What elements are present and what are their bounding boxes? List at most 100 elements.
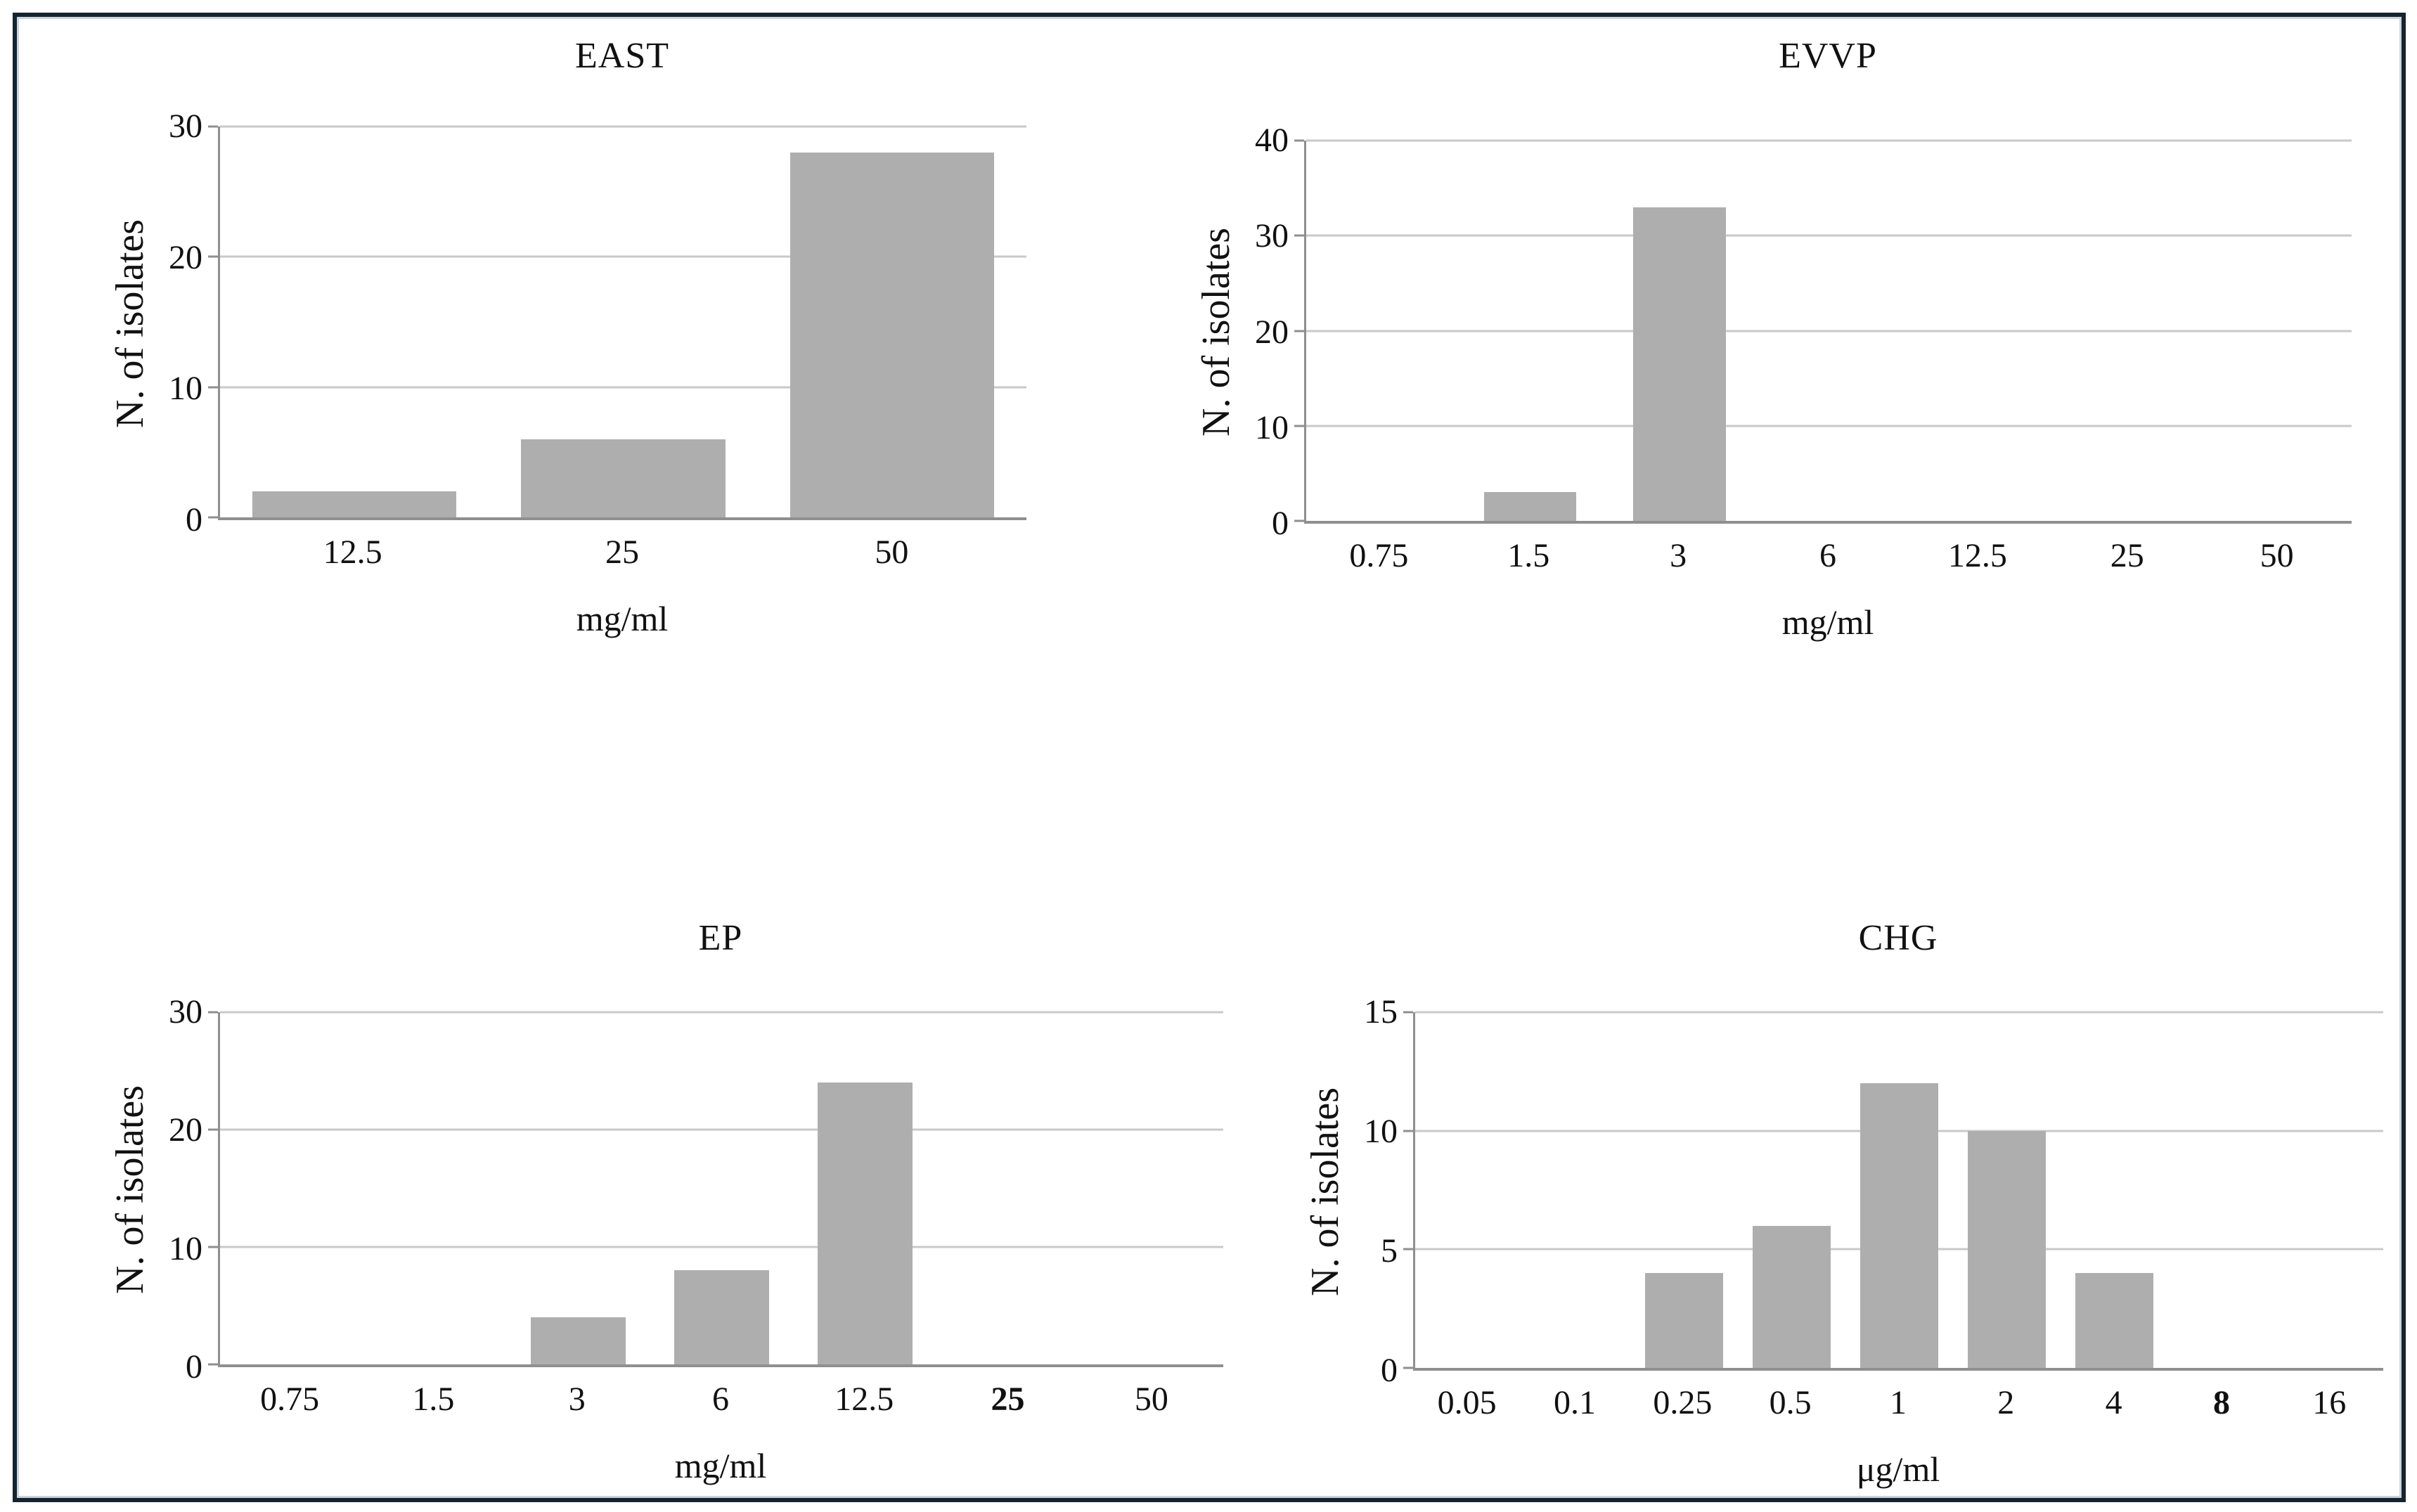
x-axis-ticks: 0.75 1.5 3 6 12.5 25 50: [1304, 524, 2352, 575]
x-tick-label: 6: [1819, 537, 1836, 574]
x-tick-slot: 3: [1604, 537, 1753, 575]
x-tick-slot: 0.05: [1413, 1384, 1521, 1422]
y-tick-label: 30: [1255, 217, 1289, 255]
bar: [1645, 1273, 1723, 1368]
y-tick-mark: [1294, 425, 1304, 427]
x-tick-slot: 50: [757, 534, 1026, 571]
chart-body: N. of isolates 0 10 20 30: [105, 110, 1026, 537]
gridline: [220, 125, 1026, 128]
y-tick-label: 20: [169, 1111, 202, 1149]
y-tick-mark: [1403, 1130, 1413, 1132]
bar: [1633, 207, 1726, 521]
x-tick-label: 12.5: [834, 1381, 894, 1418]
bar-slot: [793, 1012, 936, 1364]
x-tick-slot: 2: [1952, 1384, 2060, 1422]
bar-slot: [1953, 1012, 2061, 1368]
bar-slots: [220, 1012, 1223, 1364]
x-tick-slot: 25: [936, 1381, 1079, 1419]
y-axis-ticks: 0 10 20 30: [155, 110, 218, 537]
y-tick-mark: [1294, 330, 1304, 332]
y-tick-mark: [1403, 1248, 1413, 1251]
y-tick-mark: [208, 516, 218, 519]
x-tick-label: 25: [605, 534, 639, 571]
x-tick-slot: 0.25: [1629, 1384, 1736, 1422]
bar: [1860, 1083, 1938, 1368]
y-tick-label: 20: [1255, 313, 1289, 351]
x-tick-label: 0.75: [1349, 537, 1409, 574]
bar-slot: [489, 127, 757, 517]
y-tick-label: 0: [1272, 505, 1289, 542]
x-tick-slot: 25: [487, 534, 756, 571]
bar-slot: [1415, 1012, 1523, 1368]
bar: [818, 1083, 913, 1364]
bar: [521, 439, 726, 517]
chart-chg: CHG N. of isolates 0 5 10 15 0.05 0.1 0.25 0.5…: [1301, 907, 2383, 1490]
bar-slot: [650, 1012, 794, 1364]
x-tick-label: 50: [2260, 537, 2294, 574]
x-axis-ticks: 0.75 1.5 3 6 12.5 25 50: [218, 1367, 1223, 1419]
y-axis-ticks: 0 5 10 15: [1350, 995, 1413, 1388]
gridline: [220, 1246, 1223, 1248]
bar-slot: [1306, 141, 1455, 521]
y-tick-mark: [1403, 1011, 1413, 1014]
bar-slots: [1306, 141, 2352, 521]
y-tick-label: 10: [1364, 1113, 1398, 1150]
plot-area: [1403, 1011, 2383, 1371]
x-tick-slot: 50: [1080, 1381, 1223, 1419]
x-tick-label: 3: [568, 1381, 586, 1418]
x-tick-label: 6: [711, 1381, 729, 1418]
bar-slots: [220, 127, 1026, 517]
bar-slot: [363, 1012, 507, 1364]
x-axis-title: mg/ml: [674, 1445, 767, 1485]
x-tick-label: 50: [1134, 1381, 1168, 1418]
gridline: [1415, 1011, 2383, 1014]
y-tick-label: 0: [186, 501, 202, 538]
chart-title: EVVP: [1779, 36, 1877, 76]
bar-slot: [220, 1012, 363, 1364]
bar: [674, 1270, 769, 1364]
y-axis-title: N. of isolates: [1194, 227, 1238, 437]
gridline: [220, 255, 1026, 258]
y-tick-mark: [208, 125, 218, 128]
x-tick-slot: 8: [2167, 1384, 2275, 1422]
gridline: [220, 1128, 1223, 1131]
x-axis-ticks: 0.05 0.1 0.25 0.5 1 2 4 8 16: [1413, 1371, 2383, 1422]
bar-slot: [2276, 1012, 2383, 1368]
x-tick-label: 1: [1889, 1384, 1907, 1421]
gridline: [1306, 139, 2352, 142]
bar-slot: [1080, 1012, 1223, 1364]
y-tick-label: 10: [169, 1229, 202, 1267]
bar-slot: [1605, 141, 1754, 521]
chart-evvp: EVVP N. of isolates 0 10 20 30 40 0.75 1.5 3 6 1…: [1192, 25, 2352, 642]
x-tick-label: 25: [991, 1381, 1025, 1418]
x-tick-slot: 0.75: [218, 1381, 361, 1419]
chart-title: EP: [698, 918, 743, 958]
y-tick-label: 40: [1255, 122, 1289, 159]
chart-ep: EP N. of isolates 0 10 20 30 0.75 1.5 3 6 12.5 2…: [105, 907, 1223, 1486]
chart-body: N. of isolates 0 10 20 30 40: [1192, 124, 2352, 541]
bar-slot: [936, 1012, 1080, 1364]
y-axis-ticks: 0 10 20 30 40: [1241, 124, 1304, 541]
plot-area: [1294, 139, 2352, 524]
x-tick-label: 12.5: [323, 534, 382, 571]
x-axis-title: mg/ml: [1781, 602, 1874, 642]
bar: [1483, 492, 1577, 521]
x-tick-slot: 12.5: [1902, 537, 2052, 575]
y-tick-mark: [208, 1128, 218, 1131]
bar-slot: [2061, 1012, 2168, 1368]
y-tick-label: 15: [1364, 993, 1398, 1030]
x-tick-label: 0.05: [1437, 1384, 1497, 1421]
y-tick-mark: [1294, 234, 1304, 237]
gridline: [220, 386, 1026, 389]
plot-area: [208, 125, 1026, 520]
x-tick-slot: 1: [1844, 1384, 1952, 1422]
y-tick-label: 30: [169, 993, 202, 1030]
x-tick-label: 0.25: [1653, 1384, 1713, 1421]
x-tick-label: 12.5: [1947, 537, 2007, 574]
y-tick-label: 0: [186, 1348, 202, 1385]
y-tick-mark: [208, 1363, 218, 1366]
chart-body: N. of isolates 0 10 20 30: [105, 995, 1223, 1384]
x-tick-label: 25: [2110, 537, 2144, 574]
x-tick-slot: 50: [2202, 537, 2352, 575]
